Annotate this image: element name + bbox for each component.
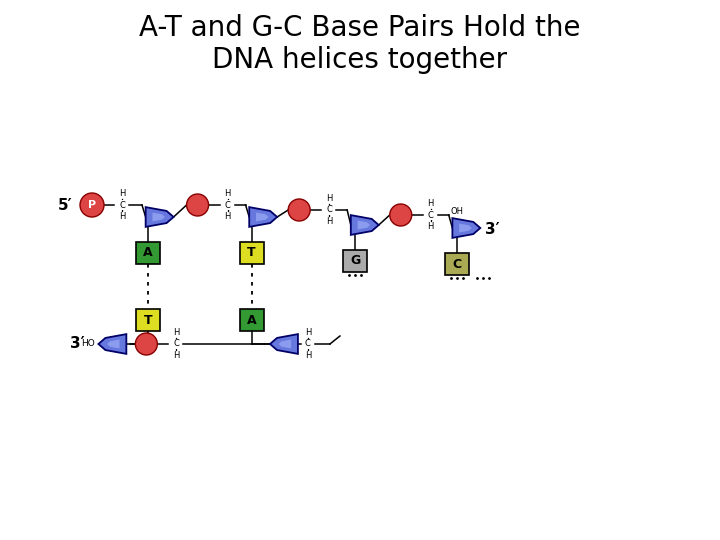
Text: A: A bbox=[247, 314, 256, 327]
Text: 3′: 3′ bbox=[485, 222, 500, 238]
Polygon shape bbox=[145, 207, 174, 227]
Text: G: G bbox=[350, 254, 360, 267]
Text: C: C bbox=[225, 200, 230, 210]
Text: T: T bbox=[247, 246, 256, 260]
Text: H: H bbox=[119, 212, 125, 221]
Text: C: C bbox=[305, 340, 311, 348]
Circle shape bbox=[288, 199, 310, 221]
Bar bbox=[136, 309, 160, 331]
Text: H: H bbox=[428, 222, 434, 231]
Text: H: H bbox=[326, 217, 333, 226]
Bar bbox=[136, 242, 160, 264]
Circle shape bbox=[80, 193, 104, 217]
Text: A-T and G-C Base Pairs Hold the: A-T and G-C Base Pairs Hold the bbox=[139, 14, 581, 42]
Polygon shape bbox=[351, 215, 379, 235]
Text: H: H bbox=[174, 351, 179, 360]
Polygon shape bbox=[153, 213, 165, 221]
Text: T: T bbox=[144, 314, 153, 327]
Text: 3′: 3′ bbox=[70, 336, 84, 352]
Circle shape bbox=[135, 333, 158, 355]
Text: H: H bbox=[225, 189, 231, 198]
Text: C: C bbox=[174, 340, 179, 348]
Text: DNA helices together: DNA helices together bbox=[212, 46, 508, 74]
Polygon shape bbox=[452, 218, 480, 238]
Circle shape bbox=[390, 204, 412, 226]
Text: C: C bbox=[428, 211, 433, 219]
Text: H: H bbox=[119, 189, 125, 198]
Circle shape bbox=[186, 194, 209, 216]
Polygon shape bbox=[270, 334, 298, 354]
Text: H: H bbox=[326, 194, 333, 203]
Text: H: H bbox=[428, 199, 434, 208]
Polygon shape bbox=[279, 340, 291, 348]
Bar bbox=[343, 250, 367, 272]
Polygon shape bbox=[358, 220, 370, 230]
Text: H: H bbox=[174, 328, 179, 337]
Text: H: H bbox=[305, 328, 311, 337]
Polygon shape bbox=[256, 213, 269, 221]
Text: P: P bbox=[88, 200, 96, 210]
Bar bbox=[240, 309, 264, 331]
Polygon shape bbox=[107, 340, 120, 348]
Bar bbox=[240, 242, 264, 264]
Text: H: H bbox=[305, 351, 311, 360]
Bar bbox=[445, 253, 469, 275]
Text: 5′: 5′ bbox=[58, 198, 72, 213]
Polygon shape bbox=[459, 224, 472, 232]
Polygon shape bbox=[249, 207, 277, 227]
Text: H: H bbox=[225, 212, 231, 221]
Text: C: C bbox=[452, 258, 462, 271]
Text: HO: HO bbox=[81, 340, 94, 348]
Text: A: A bbox=[143, 246, 153, 260]
Text: C: C bbox=[119, 200, 125, 210]
Text: C: C bbox=[326, 206, 332, 214]
Polygon shape bbox=[99, 334, 126, 354]
Text: OH: OH bbox=[451, 207, 464, 217]
